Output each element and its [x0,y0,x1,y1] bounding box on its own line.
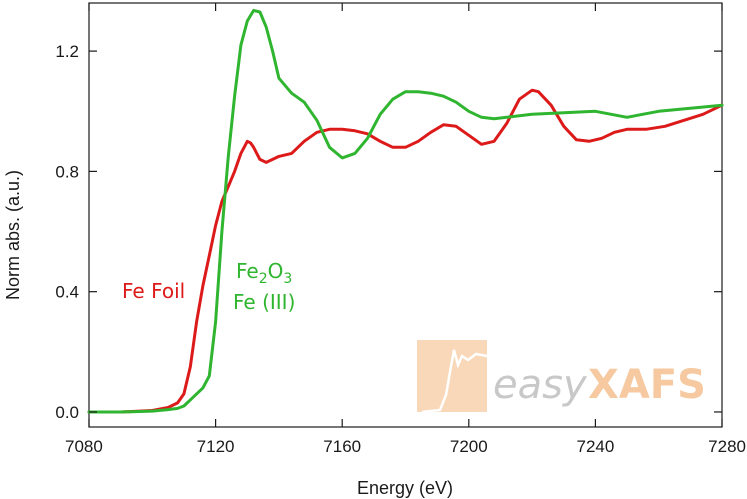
y-tick-label-0.8: 0.8 [55,162,79,181]
x-tick-label-7160: 7160 [323,437,361,456]
y-tick-label-0.0: 0.0 [55,403,79,422]
annotation-fe-foil: Fe Foil [122,279,185,303]
series-line-fe2o3 [87,9,724,414]
annotation-fe2o3-part-fe: Fe [236,259,259,283]
annotation-fe-iii: Fe (III) [233,290,295,314]
x-tick-label-7120: 7120 [197,437,235,456]
x-tick-label-7280: 7280 [708,437,746,456]
y-axis-title: Norm abs. (a.u.) [3,170,23,300]
x-tick-label-7240: 7240 [576,437,614,456]
watermark-easy: easy [493,362,588,408]
y-tick-label-1.2: 1.2 [55,42,79,61]
annotation-fe2o3-sub-3: 3 [283,271,292,287]
watermark-xafs: XAFS [588,362,706,408]
watermark-logo-box [417,340,487,412]
watermark-logo-spectrum-icon [421,349,488,414]
ticks-layer: 7080 7120 7160 7200 7240 7280 0.0 0.4 0.8 1.2 [55,3,746,456]
annotation-fe2o3: Fe2O3 [236,259,292,287]
x-tick-label-7080: 7080 [65,437,103,456]
watermark: easy XAFS [417,340,706,414]
x-tick-label-7200: 7200 [450,437,488,456]
plot-border [88,2,723,428]
x-axis-title: Energy (eV) [357,478,453,498]
annotation-fe2o3-sub-2: 2 [259,271,268,287]
series-layer [87,9,724,414]
y-tick-label-0.4: 0.4 [55,283,79,302]
series-line-fe-foil [87,88,724,414]
plot-frame [88,2,723,428]
annotation-fe2o3-part-o: O [268,259,284,283]
